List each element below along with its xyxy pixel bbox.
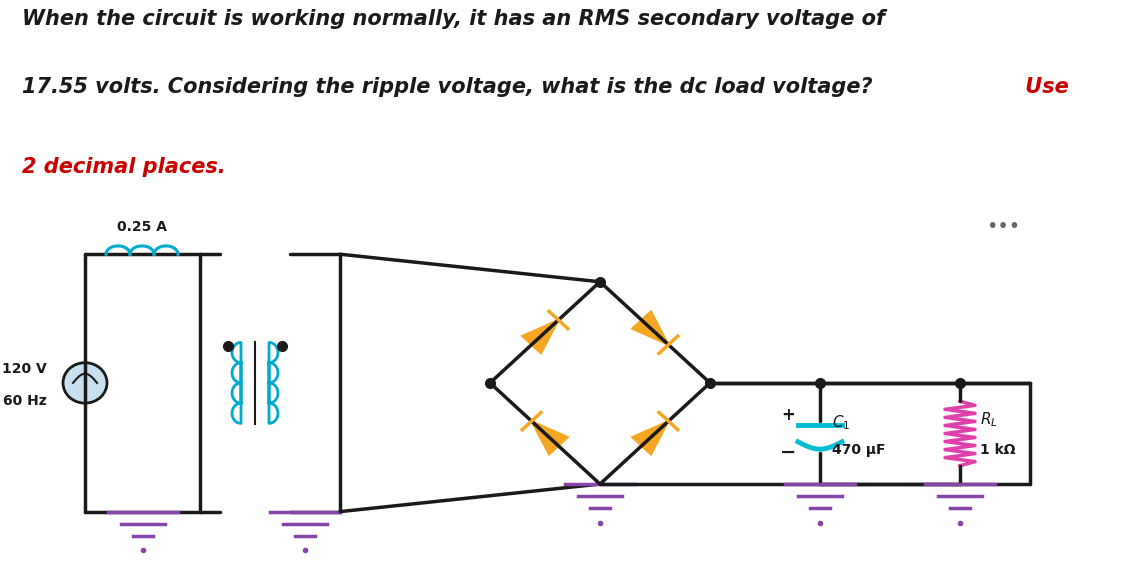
Text: $R_L$: $R_L$ (980, 410, 997, 429)
Text: 1 kΩ: 1 kΩ (980, 443, 1015, 457)
Polygon shape (632, 421, 669, 454)
Text: When the circuit is working normally, it has an RMS secondary voltage of: When the circuit is working normally, it… (22, 9, 885, 29)
Text: +: + (781, 406, 795, 424)
Text: Use: Use (1018, 77, 1068, 97)
Text: 0.25 A: 0.25 A (117, 220, 167, 234)
Text: •••: ••• (986, 217, 1020, 236)
Text: 2 decimal places.: 2 decimal places. (22, 157, 226, 177)
Text: 17.55 volts. Considering the ripple voltage, what is the dc load voltage?: 17.55 volts. Considering the ripple volt… (22, 77, 873, 97)
Text: 470 μF: 470 μF (833, 443, 885, 457)
Text: $C_1$: $C_1$ (833, 413, 850, 432)
Polygon shape (532, 421, 568, 454)
Text: 120 V: 120 V (2, 362, 47, 376)
Polygon shape (522, 320, 559, 353)
Text: 60 Hz: 60 Hz (3, 395, 47, 408)
Text: −: − (780, 442, 797, 461)
Polygon shape (632, 312, 669, 344)
Circle shape (63, 363, 107, 403)
